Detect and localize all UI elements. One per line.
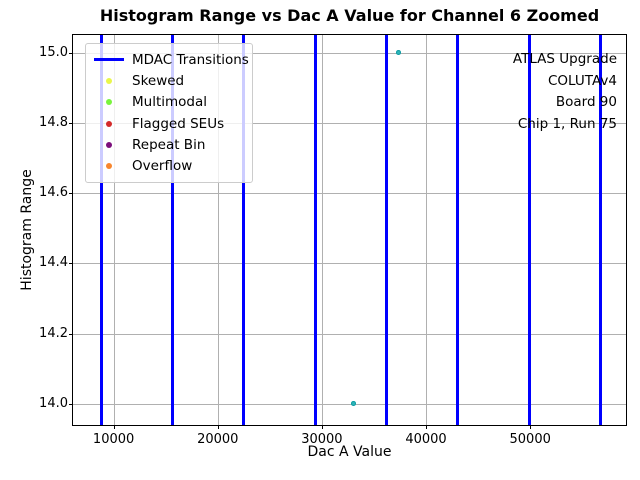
y-gridline (73, 403, 626, 405)
y-gridline (73, 193, 626, 195)
mdac-transition-line (384, 35, 388, 425)
legend-item: MDAC Transitions (86, 49, 252, 70)
legend-item-label: Overflow (132, 158, 193, 175)
legend-item: Flagged SEUs (86, 113, 252, 134)
legend-marker (86, 77, 132, 84)
y-tick-mark (69, 122, 73, 124)
legend-item-label: MDAC Transitions (132, 51, 249, 68)
legend-marker (86, 141, 132, 148)
data-point (396, 50, 402, 56)
plot-area: 10000 20000 30000 40000 50000 14.0 14.2 14.4 14.… (39, 34, 627, 447)
legend-box: MDAC Transitions Skewed Multimodal Flagged … (85, 43, 253, 183)
x-tick-label: 30000 (301, 432, 343, 447)
y-gridline (73, 333, 626, 335)
legend-marker (86, 120, 132, 127)
legend-item-label: Repeat Bin (132, 136, 206, 153)
y-axis-label: Histogram Range (19, 169, 35, 291)
legend-item: Multimodal (86, 92, 252, 113)
annotation-line: Chip 1, Run 75 (517, 115, 617, 132)
y-tick-mark (69, 333, 73, 335)
x-axis-label: Dac A Value (307, 444, 392, 460)
legend-dot-sample (106, 99, 112, 106)
y-tick-mark (69, 52, 73, 54)
annotation-text: ATLAS Upgrade COLUTAv4 Board 90 Chip 1, Run… (513, 49, 617, 135)
annotation-line: COLUTAv4 (547, 72, 617, 89)
mdac-transition-line (598, 35, 602, 425)
x-tick-mark (530, 425, 532, 429)
legend-line-sample (94, 58, 124, 62)
x-tick-label: 50000 (509, 432, 551, 447)
mdac-transition-line (99, 35, 103, 425)
y-tick-label: 14.4 (39, 255, 68, 271)
x-tick-mark (113, 425, 115, 429)
x-gridline (321, 35, 323, 425)
x-tick-mark (321, 425, 323, 429)
legend-item: Repeat Bin (86, 134, 252, 155)
y-gridline (73, 52, 626, 54)
annotation-line: ATLAS Upgrade (512, 51, 617, 67)
annotation-line: Board 90 (555, 94, 617, 110)
legend-marker (86, 99, 132, 106)
y-gridline (73, 263, 626, 265)
x-gridline (113, 35, 115, 425)
legend-marker (86, 58, 132, 62)
mdac-transition-line (313, 35, 317, 425)
x-tick-label: 10000 (92, 432, 135, 447)
legend-dot-sample (106, 120, 112, 127)
y-tick-label: 14.0 (39, 395, 68, 411)
chart-title: Histogram Range vs Dac A Value for Chann… (99, 6, 600, 25)
y-tick-mark (69, 193, 73, 195)
mdac-transition-line (527, 35, 531, 425)
x-gridline (217, 35, 219, 425)
mdac-transition-line (170, 35, 174, 425)
legend-item-label: Flagged SEUs (132, 115, 225, 132)
x-tick-label: 40000 (405, 432, 447, 447)
legend-item-label: Multimodal (132, 94, 208, 111)
y-tick-label: 14.8 (39, 114, 68, 130)
x-gridline (530, 35, 532, 425)
y-tick-label: 14.2 (39, 325, 68, 341)
legend-rows: MDAC Transitions Skewed Multimodal Flagged … (86, 49, 252, 177)
y-tick-label: 14.6 (39, 185, 68, 201)
legend-item: Overflow (86, 155, 252, 176)
legend-dot-sample (106, 77, 112, 84)
y-tick-mark (69, 403, 73, 405)
x-gridline (426, 35, 428, 425)
mdac-transition-line (242, 35, 246, 425)
y-gridline (73, 122, 626, 124)
x-tick-label: 20000 (197, 432, 239, 447)
legend-dot-sample (106, 141, 112, 148)
y-tick-label: 15.0 (39, 44, 68, 60)
legend-dot-sample (106, 163, 112, 170)
mdac-transition-line (456, 35, 460, 425)
x-tick-mark (426, 425, 428, 429)
legend-item: Skewed (86, 70, 252, 91)
y-tick-mark (69, 263, 73, 265)
data-point (350, 401, 356, 407)
legend-marker (86, 163, 132, 170)
x-tick-mark (217, 425, 219, 429)
legend-item-label: Skewed (132, 72, 185, 89)
